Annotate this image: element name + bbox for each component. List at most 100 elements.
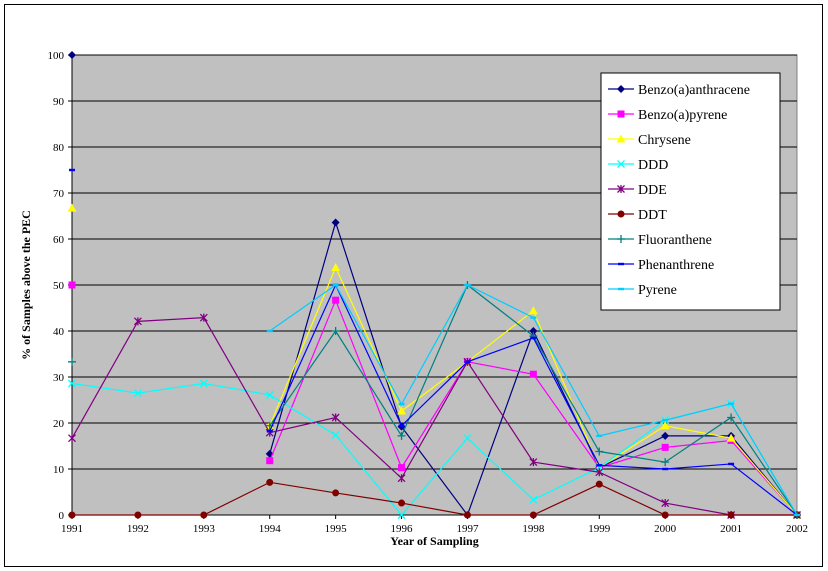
- data-point: [199, 313, 208, 322]
- x-tick-label: 2000: [654, 523, 677, 535]
- data-point: [596, 434, 603, 438]
- y-tick-label: 60: [53, 234, 65, 246]
- legend-marker: [617, 185, 625, 193]
- x-axis-ticks: 1991 1992 1993 1994 1995 1996 1997 1998 1999 2000…: [61, 515, 808, 535]
- data-point: [332, 489, 340, 497]
- y-tick-label: 100: [48, 50, 65, 62]
- legend-item: DDD: [608, 158, 668, 173]
- y-tick-label: 90: [53, 96, 65, 108]
- data-point: [530, 316, 537, 319]
- series-lines: [67, 51, 802, 519]
- x-tick-label: 1996: [391, 523, 414, 535]
- y-tick-label: 30: [53, 372, 65, 384]
- legend-box: [600, 72, 781, 311]
- legend-label: DDD: [638, 158, 668, 173]
- data-point: [397, 406, 407, 415]
- data-point: [661, 511, 669, 519]
- data-point: [660, 421, 670, 430]
- data-point: [529, 327, 538, 335]
- x-tick-label: 2002: [786, 523, 808, 535]
- data-point: [265, 390, 274, 399]
- data-point: [266, 430, 273, 433]
- legend-item: Chrysene: [608, 133, 691, 148]
- data-point: [397, 474, 406, 483]
- legend-item: Pyrene: [608, 283, 677, 298]
- data-point: [331, 263, 341, 272]
- legend-item: Benzo(a)anthracene: [608, 83, 750, 98]
- data-point: [331, 327, 340, 335]
- legend-marker: [617, 210, 625, 218]
- data-point: [266, 457, 274, 465]
- data-point: [463, 434, 472, 443]
- data-point: [332, 296, 340, 304]
- data-point: [331, 218, 340, 227]
- legend-label: DDT: [638, 208, 667, 223]
- data-point: [331, 431, 340, 439]
- legend-item: DDE: [608, 183, 667, 198]
- data-point: [464, 360, 471, 364]
- data-point: [68, 51, 76, 59]
- legend-label: Benzo(a)pyrene: [638, 108, 727, 123]
- y-tick-label: 40: [53, 326, 65, 338]
- data-point: [397, 431, 406, 440]
- data-point: [69, 168, 75, 172]
- y-tick-label: 0: [59, 510, 65, 522]
- data-point: [68, 281, 76, 289]
- data-point: [662, 467, 669, 471]
- data-point: [727, 413, 736, 422]
- legend-label: Pyrene: [638, 283, 677, 298]
- y-tick-label: 20: [53, 418, 65, 430]
- legend-marker: [618, 262, 624, 266]
- legend-label: Fluoranthene: [638, 233, 712, 248]
- data-point: [661, 499, 670, 508]
- data-point: [266, 478, 274, 486]
- legend-item: DDT: [608, 208, 667, 223]
- legend: Benzo(a)anthracene Benzo(a)pyrene Chrysene…: [600, 72, 781, 311]
- x-tick-label: 1999: [588, 523, 611, 535]
- legend-item: Benzo(a)pyrene: [608, 108, 727, 123]
- data-point: [794, 513, 800, 517]
- data-point: [529, 511, 537, 519]
- data-point: [332, 283, 339, 287]
- data-point: [464, 283, 471, 287]
- data-point: [727, 511, 735, 519]
- series-line: [71, 317, 797, 516]
- data-point: [134, 511, 142, 519]
- data-point: [398, 424, 405, 427]
- x-tick-label: 1998: [522, 523, 545, 535]
- series-line: [72, 481, 797, 516]
- data-point: [530, 336, 537, 340]
- legend-label: Phenanthrene: [638, 258, 714, 273]
- y-tick-label: 50: [53, 280, 65, 292]
- x-axis-title: Year of Sampling: [390, 534, 478, 548]
- data-point: [68, 357, 76, 366]
- x-tick-label: 1993: [193, 523, 216, 535]
- data-point: [662, 419, 669, 422]
- legend-label: Chrysene: [638, 133, 691, 148]
- data-point: [661, 431, 670, 440]
- data-point: [661, 443, 669, 451]
- x-tick-label: 2001: [720, 523, 742, 535]
- data-point: [68, 434, 76, 443]
- data-point: [595, 480, 603, 488]
- data-point: [67, 203, 77, 212]
- data-point: [529, 458, 538, 467]
- data-point: [68, 379, 76, 388]
- legend-marker: [617, 235, 625, 243]
- data-point: [200, 511, 208, 519]
- legend-marker: [617, 85, 625, 93]
- data-point: [463, 511, 471, 519]
- x-tick-label: 1991: [61, 523, 83, 535]
- legend-item: Fluoranthene: [608, 233, 712, 248]
- y-tick-label: 70: [53, 188, 65, 200]
- data-point: [331, 413, 340, 422]
- x-tick-label: 1997: [456, 523, 479, 535]
- legend-label: Benzo(a)anthracene: [638, 83, 750, 98]
- legend-marker: [617, 160, 625, 168]
- x-tick-label: 1995: [325, 523, 348, 535]
- data-point: [398, 464, 406, 472]
- data-point: [398, 499, 406, 507]
- data-point: [728, 462, 735, 466]
- data-point: [133, 389, 142, 398]
